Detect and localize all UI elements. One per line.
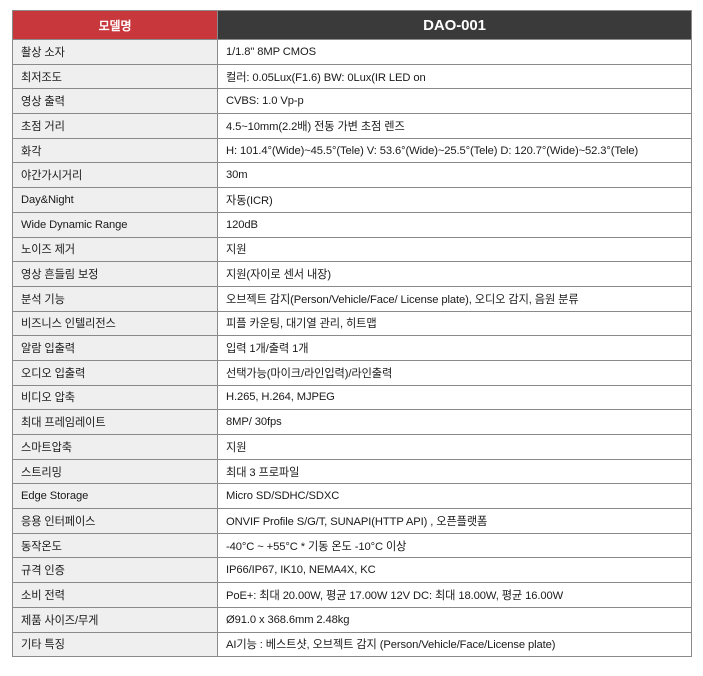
table-row: 기타 특징 AI기능 : 베스트샷, 오브젝트 감지 (Person/Vehicl… bbox=[12, 631, 692, 658]
spec-label: 촬상 소자 bbox=[12, 39, 218, 65]
table-row: 야간가시거리 30m bbox=[12, 162, 692, 189]
table-row: 화각 H: 101.4°(Wide)~45.5°(Tele) V: 53.6°(W… bbox=[12, 137, 692, 164]
table-row: 최대 프레임레이트 8MP/ 30fps bbox=[12, 409, 692, 435]
table-row: 비즈니스 인텔리전스 피플 카운팅, 대기열 관리, 히트맵 bbox=[12, 310, 692, 337]
spec-label: 알람 입출력 bbox=[12, 335, 218, 361]
spec-value: -40°C ~ +55°C * 기동 온도 -10°C 이상 bbox=[217, 532, 692, 559]
spec-value: 지원(자이로 센서 내장) bbox=[217, 261, 692, 287]
table-row: Edge Storage Micro SD/SDHC/SDXC bbox=[12, 483, 692, 510]
spec-value: 피플 카운팅, 대기열 관리, 히트맵 bbox=[217, 310, 692, 337]
table-row: 분석 기능 오브젝트 감지(Person/Vehicle/Face/ Licens… bbox=[12, 285, 692, 312]
table-row: 제품 사이즈/무게 Ø91.0 x 368.6mm 2.48kg bbox=[12, 606, 692, 633]
table-row: 규격 인증 IP66/IP67, IK10, NEMA4X, KC bbox=[12, 557, 692, 584]
spec-value: H: 101.4°(Wide)~45.5°(Tele) V: 53.6°(Wid… bbox=[217, 137, 692, 164]
spec-label: 화각 bbox=[12, 137, 218, 164]
table-row: 노이즈 제거 지원 bbox=[12, 236, 692, 263]
spec-label: 비즈니스 인텔리전스 bbox=[12, 310, 218, 337]
spec-value: 30m bbox=[217, 162, 692, 189]
table-row: 영상 출력 CVBS: 1.0 Vp-p bbox=[12, 88, 692, 115]
spec-label: 분석 기능 bbox=[12, 285, 218, 312]
spec-value: 지원 bbox=[217, 236, 692, 263]
spec-body: 촬상 소자 1/1.8" 8MP CMOS 최저조도 컬러: 0.05Lux(F1.6… bbox=[12, 39, 692, 658]
spec-value: 최대 3 프로파일 bbox=[217, 458, 692, 485]
spec-value: 120dB bbox=[217, 211, 692, 238]
table-row: 동작온도 -40°C ~ +55°C * 기동 온도 -10°C 이상 bbox=[12, 532, 692, 559]
spec-value: 지원 bbox=[217, 434, 692, 460]
spec-label: 영상 출력 bbox=[12, 88, 218, 115]
spec-value: Ø91.0 x 368.6mm 2.48kg bbox=[217, 606, 692, 633]
spec-label: 초점 거리 bbox=[12, 113, 218, 139]
table-row: Wide Dynamic Range 120dB bbox=[12, 211, 692, 238]
spec-label: 스트리밍 bbox=[12, 458, 218, 485]
spec-value: PoE+: 최대 20.00W, 평균 17.00W 12V DC: 최대 18… bbox=[217, 582, 692, 608]
table-row: 초점 거리 4.5~10mm(2.2배) 전동 가변 초점 렌즈 bbox=[12, 113, 692, 139]
spec-label: 영상 흔들림 보정 bbox=[12, 261, 218, 287]
spec-label: 노이즈 제거 bbox=[12, 236, 218, 263]
spec-table: 모델명 DAO-001 촬상 소자 1/1.8" 8MP CMOS 최저조도 컬러: … bbox=[12, 10, 692, 658]
spec-value: 컬러: 0.05Lux(F1.6) BW: 0Lux(IR LED on bbox=[217, 63, 692, 90]
spec-value: 8MP/ 30fps bbox=[217, 409, 692, 435]
spec-value: 자동(ICR) bbox=[217, 187, 692, 213]
spec-value: 4.5~10mm(2.2배) 전동 가변 초점 렌즈 bbox=[217, 113, 692, 139]
spec-label: Wide Dynamic Range bbox=[12, 211, 218, 238]
spec-label: 제품 사이즈/무게 bbox=[12, 606, 218, 633]
table-row: 스트리밍 최대 3 프로파일 bbox=[12, 458, 692, 485]
spec-label: 동작온도 bbox=[12, 532, 218, 559]
spec-label: 스마트압축 bbox=[12, 434, 218, 460]
spec-value: H.265, H.264, MJPEG bbox=[217, 384, 692, 411]
table-row: 최저조도 컬러: 0.05Lux(F1.6) BW: 0Lux(IR LED on bbox=[12, 63, 692, 90]
spec-label: Edge Storage bbox=[12, 483, 218, 510]
table-row: 촬상 소자 1/1.8" 8MP CMOS bbox=[12, 39, 692, 65]
table-row: Day&Night 자동(ICR) bbox=[12, 187, 692, 213]
spec-value: ONVIF Profile S/G/T, SUNAPI(HTTP API) , … bbox=[217, 508, 692, 534]
header-model: DAO-001 bbox=[217, 10, 692, 40]
table-row: 소비 전력 PoE+: 최대 20.00W, 평균 17.00W 12V DC: … bbox=[12, 582, 692, 608]
spec-label: 야간가시거리 bbox=[12, 162, 218, 189]
table-row: 스마트압축 지원 bbox=[12, 434, 692, 460]
table-row: 알람 입출력 입력 1개/출력 1개 bbox=[12, 335, 692, 361]
table-row: 비디오 압축 H.265, H.264, MJPEG bbox=[12, 384, 692, 411]
spec-value: 입력 1개/출력 1개 bbox=[217, 335, 692, 361]
spec-label: 오디오 입출력 bbox=[12, 359, 218, 386]
table-row: 오디오 입출력 선택가능(마이크/라인입력)/라인출력 bbox=[12, 359, 692, 386]
header-row: 모델명 DAO-001 bbox=[12, 10, 692, 40]
spec-label: 응용 인터페이스 bbox=[12, 508, 218, 534]
spec-value: AI기능 : 베스트샷, 오브젝트 감지 (Person/Vehicle/Fac… bbox=[217, 631, 692, 658]
spec-value: Micro SD/SDHC/SDXC bbox=[217, 483, 692, 510]
header-label: 모델명 bbox=[12, 10, 218, 40]
spec-label: Day&Night bbox=[12, 187, 218, 213]
spec-value: 오브젝트 감지(Person/Vehicle/Face/ License pla… bbox=[217, 285, 692, 312]
spec-value: 선택가능(마이크/라인입력)/라인출력 bbox=[217, 359, 692, 386]
spec-label: 규격 인증 bbox=[12, 557, 218, 584]
spec-value: CVBS: 1.0 Vp-p bbox=[217, 88, 692, 115]
spec-value: 1/1.8" 8MP CMOS bbox=[217, 39, 692, 65]
spec-label: 기타 특징 bbox=[12, 631, 218, 658]
table-row: 영상 흔들림 보정 지원(자이로 센서 내장) bbox=[12, 261, 692, 287]
spec-label: 최대 프레임레이트 bbox=[12, 409, 218, 435]
table-row: 응용 인터페이스 ONVIF Profile S/G/T, SUNAPI(HTTP… bbox=[12, 508, 692, 534]
spec-label: 최저조도 bbox=[12, 63, 218, 90]
spec-value: IP66/IP67, IK10, NEMA4X, KC bbox=[217, 557, 692, 584]
spec-label: 소비 전력 bbox=[12, 582, 218, 608]
spec-label: 비디오 압축 bbox=[12, 384, 218, 411]
